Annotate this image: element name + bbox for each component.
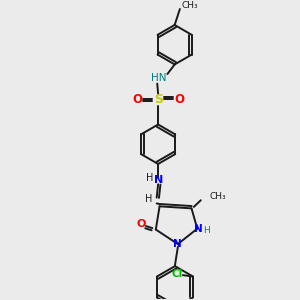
Text: S: S (154, 93, 163, 106)
Text: CH₃: CH₃ (181, 1, 198, 10)
Text: HN: HN (151, 74, 167, 83)
Text: O: O (132, 93, 142, 106)
Text: Cl: Cl (172, 269, 183, 279)
Text: O: O (136, 219, 146, 229)
Text: N: N (194, 224, 203, 234)
Text: H: H (145, 194, 152, 204)
Text: N: N (173, 239, 182, 249)
Text: H: H (202, 226, 209, 236)
Text: H: H (146, 173, 154, 184)
Text: O: O (174, 93, 184, 106)
Text: N: N (154, 175, 163, 185)
Text: CH₃: CH₃ (209, 192, 226, 201)
